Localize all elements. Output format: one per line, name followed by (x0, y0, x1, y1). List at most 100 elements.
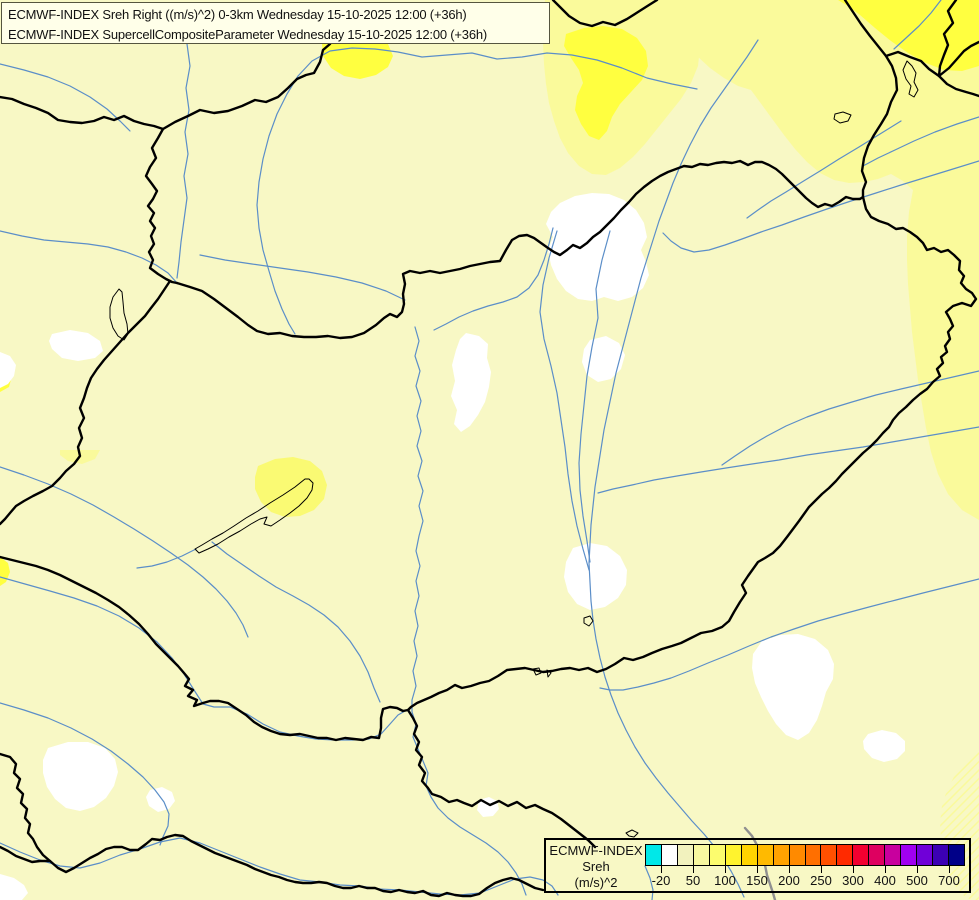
rivers-path (0, 466, 249, 638)
legend-color-cell (949, 844, 966, 866)
lakes-path (625, 829, 639, 838)
rivers-path (539, 230, 590, 571)
rivers-path (0, 702, 170, 846)
country-borders-path (0, 279, 172, 526)
rivers-path (256, 47, 698, 335)
fill-patches-bright-yellow-path (322, 44, 393, 79)
country-borders-path (161, 42, 332, 131)
fill-patches-white-path (582, 336, 625, 382)
legend-tick-mark (725, 866, 726, 873)
country-borders-path (843, 0, 899, 199)
legend-color-cell (773, 844, 790, 866)
legend-color-cell (661, 844, 678, 866)
legend-color-cell (901, 844, 918, 866)
country-borders-path (0, 555, 410, 742)
legend-tick-label: 400 (874, 873, 896, 888)
rivers-path (588, 39, 759, 898)
map-title-line2: ECMWF-INDEX SupercellCompositeParameter … (8, 27, 488, 42)
rivers-path (176, 43, 191, 279)
legend-title-line3: (m/s)^2 (574, 875, 618, 890)
legend-color-cell (821, 844, 838, 866)
rivers-path (599, 578, 979, 691)
country-borders-path (0, 752, 52, 863)
legend-color-cell (853, 844, 870, 866)
legend-tick-mark (853, 866, 854, 873)
legend-tick-mark (821, 866, 822, 873)
legend-color-cell (725, 844, 742, 866)
legend-tick-label: 150 (746, 873, 768, 888)
legend-tick-label: 200 (778, 873, 800, 888)
legend-tick-mark (789, 866, 790, 873)
legend-tick-mark (917, 866, 918, 873)
legend-color-cell (805, 844, 822, 866)
rivers-path (0, 837, 559, 896)
fill-patches-white-path (49, 330, 103, 361)
rivers-path (746, 120, 902, 219)
country-borders-path (175, 159, 865, 340)
lakes-path (833, 111, 852, 124)
fill-patches-medium-yellow-path (655, 0, 979, 520)
lakes (109, 60, 919, 838)
rivers-path (597, 426, 979, 494)
country-borders-path (144, 127, 179, 285)
map-title-bar: ECMWF-INDEX Sreh Right ((m/s)^2) 0-3km W… (1, 2, 550, 44)
fill-patches-bright-yellow-path (564, 26, 648, 140)
country-borders-path (937, 74, 979, 98)
legend-colorbar (645, 844, 966, 866)
legend-tick-label: 100 (714, 873, 736, 888)
legend-color-cell (677, 844, 694, 866)
rivers-path (411, 326, 527, 896)
fill-patches-white-path (752, 634, 834, 740)
country-borders-path (406, 195, 978, 712)
legend-title-line1: ECMWF-INDEX (549, 843, 643, 858)
legend-tick-mark (757, 866, 758, 873)
legend-tick-label: 700 (938, 873, 960, 888)
fill-patches-white-path (0, 352, 16, 388)
fill-patches-bright-yellow-path (0, 557, 10, 586)
legend-color-cell (741, 844, 758, 866)
fill-patches-bright-yellow-path (255, 457, 327, 517)
lake-neusiedl (109, 288, 129, 341)
legend-tick-label: 300 (842, 873, 864, 888)
legend-tick-label: 500 (906, 873, 928, 888)
rivers-path (136, 548, 197, 569)
rivers-path (662, 160, 979, 253)
fill-patches-white-path (863, 730, 905, 762)
lake-balaton (194, 478, 314, 554)
rivers-path (893, 0, 942, 50)
fill-patches-white-path (546, 193, 649, 301)
legend-title: ECMWF-INDEX Sreh (m/s)^2 (546, 843, 646, 891)
country-borders-path (406, 708, 597, 849)
rivers-path (0, 230, 178, 284)
country-borders-path (551, 0, 659, 28)
lakes-path (583, 615, 594, 627)
rivers-path (211, 541, 381, 703)
legend-color-cell (757, 844, 774, 866)
legend-tick-label: 250 (810, 873, 832, 888)
legend-tick-mark (693, 866, 694, 873)
map-title-line1: ECMWF-INDEX Sreh Right ((m/s)^2) 0-3km W… (8, 7, 467, 22)
legend-tick-mark (949, 866, 950, 873)
lakes-path (532, 667, 542, 676)
rivers-path (721, 370, 979, 466)
rivers-path (644, 865, 654, 900)
fill-patches-white (0, 193, 905, 900)
rivers-path (199, 254, 406, 301)
country-borders-path (0, 833, 545, 898)
rivers-path (433, 227, 554, 331)
country-borders-path (0, 95, 165, 131)
lakes-path (902, 60, 919, 98)
fill-patches-white-path (564, 543, 627, 610)
legend-color-cell (917, 844, 934, 866)
fill-patches-white-path (451, 333, 491, 432)
legend-tick-mark (885, 866, 886, 873)
legend-color-cell (869, 844, 886, 866)
legend-color-cell (789, 844, 806, 866)
legend-color-cell (837, 844, 854, 866)
rivers-path (578, 230, 611, 563)
legend-title-line2: Sreh (582, 859, 610, 874)
legend-color-cell (933, 844, 950, 866)
